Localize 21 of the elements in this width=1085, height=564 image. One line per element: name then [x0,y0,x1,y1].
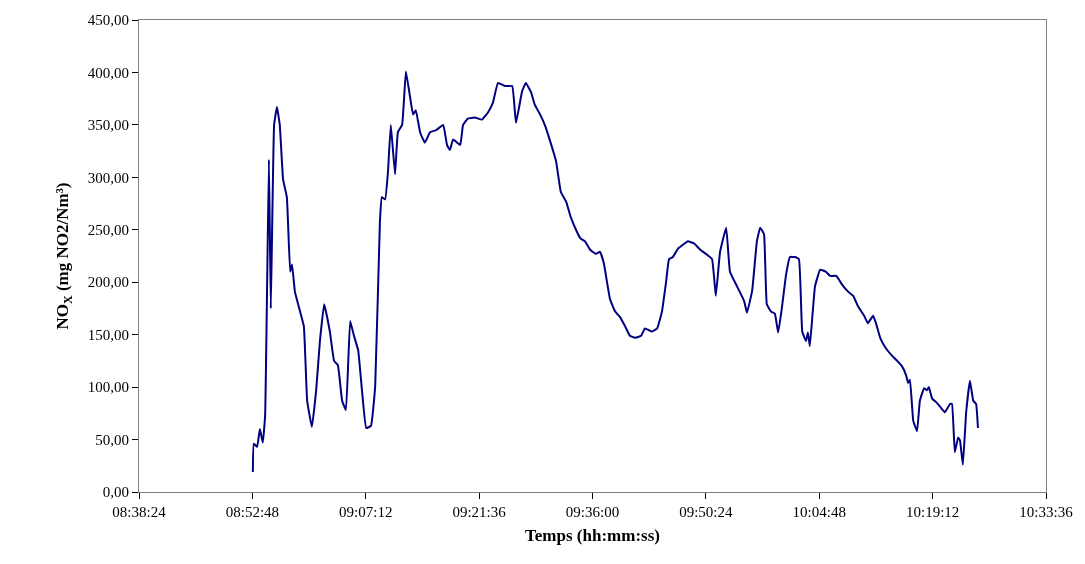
y-tick-label: 450,00 [87,12,129,29]
y-tick-label: 0,00 [102,484,129,501]
y-tick-label: 400,00 [87,64,129,81]
y-tick-label: 150,00 [87,326,129,343]
x-tick-label: 09:50:24 [679,504,734,520]
line-series [251,70,979,474]
x-tick-label: 09:21:36 [452,504,507,520]
x-tick-label: 10:04:48 [792,504,846,520]
x-tick-label: 10:33:36 [1019,504,1074,520]
x-axis-title: Temps (hh:mm:ss) [525,526,660,546]
x-tick-label: 09:36:00 [565,504,620,520]
x-tick-label: 09:07:12 [339,504,393,520]
y-tick-label: 50,00 [95,431,129,448]
x-tick-label: 08:38:24 [112,504,167,520]
y-tick-label: 350,00 [87,117,129,134]
y-tick-label: 300,00 [87,169,129,186]
y-tick-label: 250,00 [87,222,129,239]
y-tick-label: 100,00 [87,379,129,396]
x-tick-label: 08:52:48 [225,504,280,520]
y-tick-label: 200,00 [87,274,129,291]
x-tick-label: 10:19:12 [905,504,960,520]
